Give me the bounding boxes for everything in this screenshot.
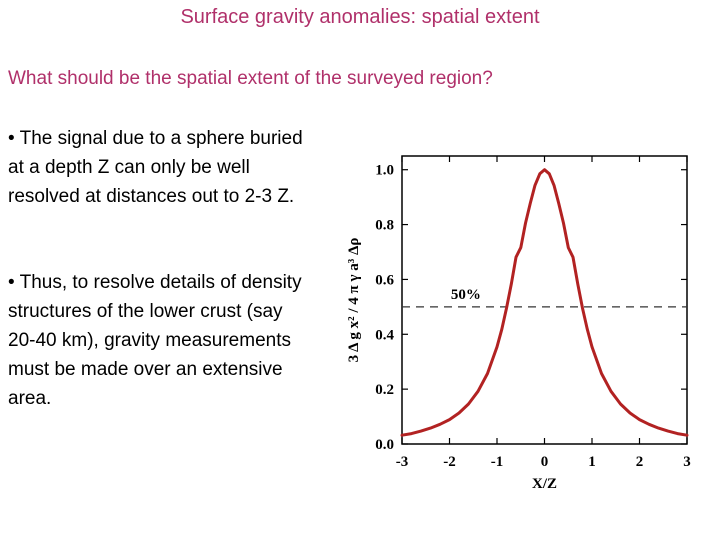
bullet-point-1: • The signal due to a sphere buried at a… (8, 128, 303, 207)
x-tick-label: -2 (443, 454, 456, 470)
x-axis-label: X/Z (532, 476, 557, 492)
gravity-anomaly-chart: -3 -2 -1 0 1 2 3 0.0 0.2 0.4 0.6 0.8 1.0 50% X/Z 3 Δ g … (346, 155, 691, 492)
x-tick-label: 0 (541, 454, 549, 470)
y-tick-label: 0.4 (375, 327, 394, 343)
x-tick-label: 2 (636, 454, 644, 470)
bullet-point-2: • Thus, to resolve details of density st… (8, 272, 302, 409)
y-tick-label: 0.0 (375, 437, 394, 453)
y-tick-label: 1.0 (375, 163, 394, 179)
x-tick-label: 3 (683, 454, 691, 470)
y-tick-label: 0.8 (375, 218, 394, 234)
anomaly-curve (400, 168, 689, 437)
y-tick-label: 0.6 (375, 272, 394, 288)
slide-subtitle: What should be the spatial extent of the… (8, 68, 493, 89)
x-tick-label: -1 (491, 454, 504, 470)
slide-title: Surface gravity anomalies: spatial exten… (180, 6, 540, 28)
reference-line-label: 50% (451, 287, 481, 303)
plot-frame (401, 155, 688, 445)
y-tick-label: 0.2 (375, 382, 394, 398)
x-tick-label: -3 (396, 454, 409, 470)
y-axis-label: 3 Δ g x² / 4 π γ a³ Δρ (346, 238, 362, 363)
x-tick-label: 1 (588, 454, 596, 470)
